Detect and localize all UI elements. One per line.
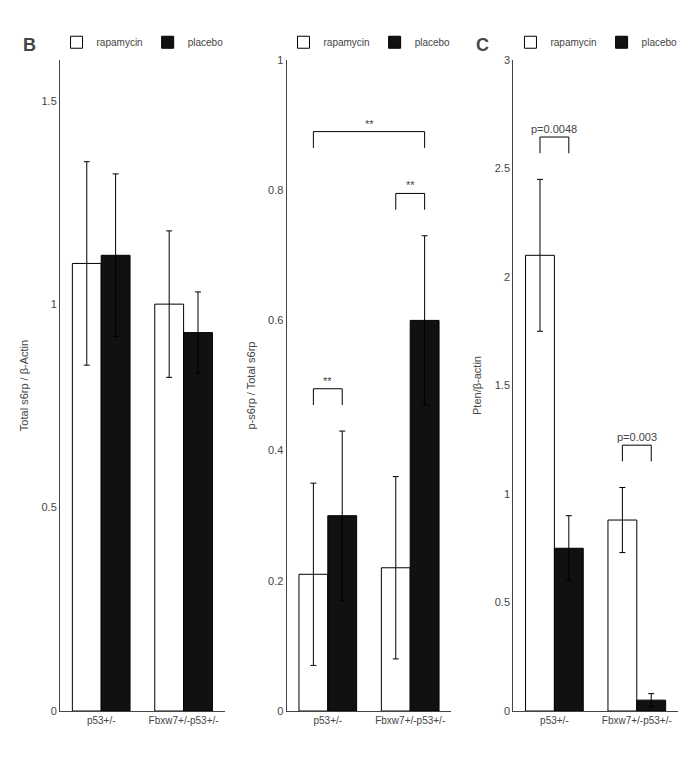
svg-text:**: **	[365, 118, 374, 130]
svg-text:rapamycin: rapamycin	[550, 37, 596, 48]
svg-text:0.5: 0.5	[495, 596, 510, 608]
svg-text:p53+/-: p53+/-	[87, 715, 116, 726]
svg-text:Fbxw7+/-p53+/-: Fbxw7+/-p53+/-	[602, 715, 672, 726]
svg-text:1: 1	[504, 488, 510, 500]
svg-text:p53+/-: p53+/-	[313, 715, 342, 726]
svg-text:rapamycin: rapamycin	[324, 37, 370, 48]
svg-text:0.4: 0.4	[268, 444, 283, 456]
svg-text:0.8: 0.8	[268, 184, 283, 196]
svg-text:0: 0	[51, 705, 57, 717]
svg-text:0.6: 0.6	[268, 314, 283, 326]
svg-text:Pten/β-actin: Pten/β-actin	[471, 356, 483, 415]
svg-text:Fbxw7+/-p53+/-: Fbxw7+/-p53+/-	[375, 715, 445, 726]
svg-text:rapamycin: rapamycin	[97, 37, 143, 48]
svg-text:0: 0	[277, 705, 283, 717]
svg-text:placebo: placebo	[415, 37, 450, 48]
svg-text:placebo: placebo	[642, 37, 677, 48]
svg-text:0.2: 0.2	[268, 575, 283, 587]
svg-text:p=0.003: p=0.003	[617, 431, 657, 443]
svg-text:placebo: placebo	[188, 37, 223, 48]
svg-text:C: C	[476, 35, 489, 55]
svg-text:**: **	[323, 375, 332, 387]
svg-text:p=0.0048: p=0.0048	[531, 123, 577, 135]
svg-text:1: 1	[277, 54, 283, 66]
svg-text:3: 3	[504, 54, 510, 66]
svg-text:0.5: 0.5	[42, 501, 57, 513]
svg-text:1: 1	[51, 298, 57, 310]
svg-text:Total s6rp / β-Actin: Total s6rp / β-Actin	[18, 340, 30, 431]
svg-text:1.5: 1.5	[495, 379, 510, 391]
svg-text:B: B	[23, 35, 36, 55]
svg-text:2.5: 2.5	[495, 162, 510, 174]
svg-text:p53+/-: p53+/-	[540, 715, 569, 726]
svg-text:p-s6rp / Total s6rp: p-s6rp / Total s6rp	[245, 342, 257, 430]
svg-text:2: 2	[504, 271, 510, 283]
svg-text:1.5: 1.5	[42, 95, 57, 107]
svg-text:Fbxw7+/-p53+/-: Fbxw7+/-p53+/-	[149, 715, 219, 726]
svg-text:**: **	[406, 179, 415, 191]
svg-text:0: 0	[504, 705, 510, 717]
